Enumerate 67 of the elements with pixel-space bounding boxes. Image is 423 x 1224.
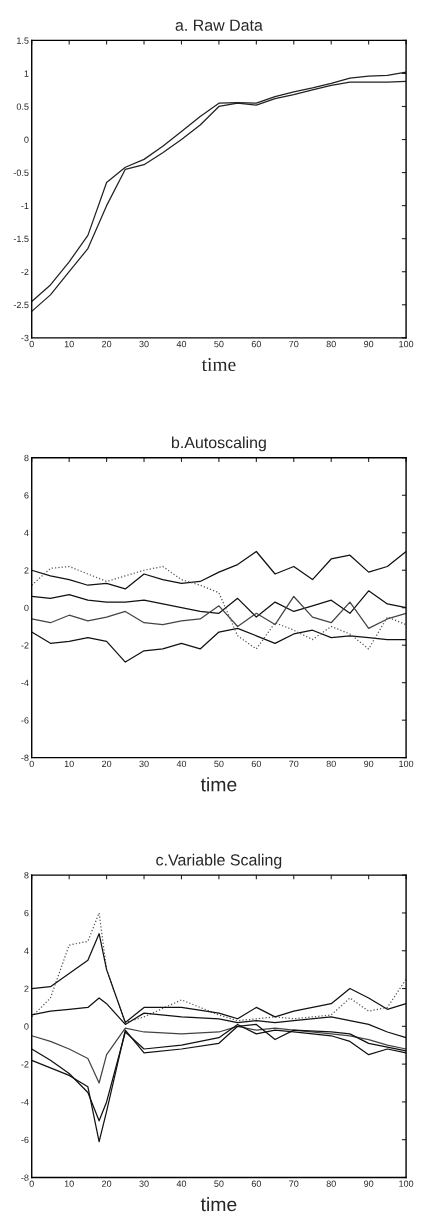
y-tick-label: 2 bbox=[24, 567, 29, 574]
x-tick-label: 40 bbox=[176, 1180, 187, 1187]
x-tick-label: 50 bbox=[214, 760, 224, 768]
y-tick-label: 0.5 bbox=[16, 103, 29, 110]
x-tick-label: 40 bbox=[176, 760, 187, 768]
x-tick-label: 80 bbox=[326, 340, 336, 348]
x-tick-label: 90 bbox=[364, 340, 374, 348]
y-tick-label: 1.5 bbox=[17, 37, 29, 44]
y-tick-label: -1 bbox=[21, 202, 29, 209]
y-tick-label: -8 bbox=[21, 754, 29, 762]
x-tick-label: 30 bbox=[139, 1180, 149, 1187]
x-axis-title: time bbox=[200, 777, 237, 792]
x-tick-label: 0 bbox=[29, 760, 34, 768]
x-tick-label: 60 bbox=[251, 340, 262, 348]
y-tick-label: 1 bbox=[24, 70, 29, 77]
y-tick-label: -8 bbox=[21, 1174, 29, 1181]
y-tick-label: -2.5 bbox=[13, 301, 29, 309]
chart-title: b.Autoscaling bbox=[171, 436, 266, 452]
x-tick-label: 20 bbox=[102, 1180, 112, 1187]
y-tick-label: 0 bbox=[24, 604, 29, 612]
y-tick-label: -4 bbox=[21, 679, 29, 686]
y-tick-label: 4 bbox=[24, 529, 29, 537]
y-tick-label: -3 bbox=[21, 334, 29, 342]
y-tick-label: 4 bbox=[24, 947, 29, 955]
y-tick-label: -1.5 bbox=[13, 235, 29, 243]
x-tick-label: 40 bbox=[176, 340, 187, 348]
x-tick-label: 90 bbox=[364, 1180, 374, 1187]
x-axis-title: time bbox=[200, 1197, 237, 1212]
y-tick-label: -4 bbox=[21, 1098, 29, 1106]
y-tick-label: -2 bbox=[21, 1061, 29, 1068]
x-tick-label: 20 bbox=[102, 340, 112, 348]
y-tick-label: 2 bbox=[24, 985, 29, 992]
x-tick-label: 0 bbox=[29, 1180, 34, 1187]
y-tick-label: -2 bbox=[21, 642, 29, 649]
x-tick-label: 100 bbox=[399, 760, 414, 768]
y-tick-label: 8 bbox=[24, 454, 29, 462]
y-tick-label: -0.5 bbox=[13, 169, 29, 176]
x-axis-title: time bbox=[201, 357, 236, 372]
x-tick-label: 80 bbox=[326, 1180, 336, 1187]
x-tick-label: 20 bbox=[102, 760, 112, 768]
y-tick-label: 6 bbox=[24, 909, 29, 917]
x-tick-label: 30 bbox=[139, 760, 149, 768]
chart-title: a. Raw Data bbox=[175, 19, 263, 31]
x-tick-label: 10 bbox=[64, 340, 74, 348]
x-tick-label: 70 bbox=[289, 760, 299, 768]
y-tick-label: -6 bbox=[21, 717, 29, 724]
x-tick-label: 0 bbox=[29, 340, 34, 348]
x-tick-label: 50 bbox=[214, 1180, 224, 1187]
y-tick-label: 0 bbox=[24, 136, 29, 143]
x-tick-label: 90 bbox=[364, 760, 374, 768]
x-tick-label: 30 bbox=[139, 340, 149, 348]
x-tick-label: 100 bbox=[399, 1180, 414, 1187]
y-tick-label: -2 bbox=[21, 268, 29, 275]
x-tick-label: 70 bbox=[289, 340, 299, 348]
chart-title: c.Variable Scaling bbox=[156, 853, 282, 869]
x-tick-label: 100 bbox=[399, 340, 414, 348]
y-tick-label: 6 bbox=[24, 492, 29, 499]
x-tick-label: 70 bbox=[289, 1180, 299, 1187]
x-tick-label: 50 bbox=[214, 340, 224, 348]
x-tick-label: 80 bbox=[326, 760, 336, 768]
x-tick-label: 10 bbox=[64, 1180, 74, 1187]
y-tick-label: -6 bbox=[21, 1136, 29, 1144]
y-tick-label: 8 bbox=[24, 872, 29, 879]
x-tick-label: 60 bbox=[251, 1180, 262, 1187]
x-tick-label: 60 bbox=[251, 760, 262, 768]
y-tick-label: 0 bbox=[24, 1023, 29, 1030]
x-tick-label: 10 bbox=[64, 760, 74, 768]
